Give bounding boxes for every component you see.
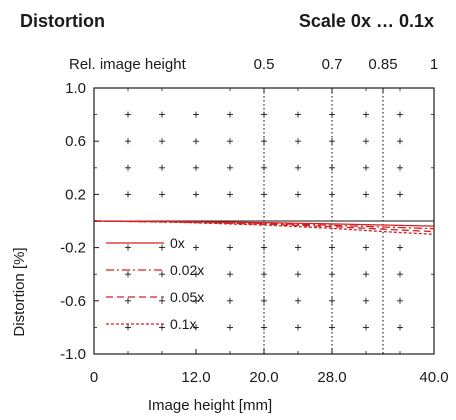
grid-cross [329, 244, 335, 251]
grid-cross [363, 297, 369, 304]
grid-cross [125, 191, 131, 198]
top-tick-label: 1 [430, 56, 438, 73]
legend-label: 0.1x [170, 316, 196, 332]
legend-label: 0x [170, 235, 185, 251]
grid-cross [397, 138, 403, 145]
legend-label: 0.05x [170, 289, 204, 305]
grid-cross [125, 138, 131, 145]
grid-cross [227, 191, 233, 198]
grid-cross [125, 244, 131, 251]
grid-cross [363, 244, 369, 251]
grid-cross [397, 244, 403, 251]
grid-cross [125, 111, 131, 118]
y-tick-label: 0.2 [65, 186, 86, 203]
grid-cross [227, 324, 233, 331]
grid-cross [397, 164, 403, 171]
grid-cross [193, 138, 199, 145]
x-axis-label: Image height [mm] [148, 397, 272, 414]
grid-cross [193, 244, 199, 251]
grid-cross [227, 297, 233, 304]
grid-cross [363, 164, 369, 171]
chart-scale: Scale 0x … 0.1x [299, 11, 434, 31]
y-axis-label: Distortion [%] [11, 247, 28, 336]
grid-cross [227, 271, 233, 278]
grid-cross [363, 111, 369, 118]
grid-cross [159, 324, 165, 331]
grid-cross [363, 271, 369, 278]
y-tick-label: -1.0 [60, 346, 86, 363]
grid-cross [193, 164, 199, 171]
axis-ticks: 0 12.0 20.0 28.0 40.0 1.0 0.6 0.2 -0.2 -0.6 -1.0 0.… [60, 56, 448, 386]
grid-cross [295, 191, 301, 198]
grid-cross [125, 324, 131, 331]
grid-crosses [125, 111, 403, 331]
grid-cross [261, 244, 267, 251]
legend: 0x 0.02x 0.05x 0.1x [106, 235, 204, 332]
top-tick-label: 0.5 [254, 56, 275, 73]
grid-cross [363, 138, 369, 145]
top-tick-label: 0.7 [322, 56, 343, 73]
grid-cross [227, 164, 233, 171]
grid-cross [397, 324, 403, 331]
grid-cross [295, 297, 301, 304]
grid-cross [363, 191, 369, 198]
series-line-0-1x [93, 220, 435, 235]
grid-cross [193, 111, 199, 118]
grid-cross [159, 164, 165, 171]
grid-cross [261, 164, 267, 171]
grid-cross [227, 111, 233, 118]
grid-cross [193, 191, 199, 198]
grid-cross [159, 191, 165, 198]
grid-cross [363, 324, 369, 331]
grid-cross [295, 271, 301, 278]
grid-cross [329, 164, 335, 171]
y-tick-label: 1.0 [65, 80, 86, 97]
x-tick-label: 0 [90, 369, 98, 386]
grid-cross [159, 271, 165, 278]
series-lines [93, 220, 435, 235]
y-tick-label: -0.6 [60, 293, 86, 310]
grid-cross [397, 297, 403, 304]
chart-title: Distortion [20, 11, 105, 31]
grid-cross [397, 191, 403, 198]
grid-cross [159, 138, 165, 145]
grid-cross [295, 244, 301, 251]
grid-cross [295, 111, 301, 118]
grid-cross [295, 138, 301, 145]
grid-cross [397, 111, 403, 118]
grid-cross [193, 297, 199, 304]
top-axis-label: Rel. image height [69, 56, 187, 73]
legend-label: 0.02x [170, 262, 204, 278]
x-tick-label: 12.0 [181, 369, 210, 386]
x-tick-label: 40.0 [419, 369, 448, 386]
grid-cross [159, 297, 165, 304]
x-tick-label: 20.0 [249, 369, 278, 386]
grid-cross [159, 111, 165, 118]
grid-cross [159, 244, 165, 251]
grid-cross [125, 297, 131, 304]
y-tick-label: 0.6 [65, 133, 86, 150]
grid-cross [295, 164, 301, 171]
grid-cross [295, 324, 301, 331]
top-tick-label: 0.85 [368, 56, 397, 73]
grid-cross [193, 271, 199, 278]
grid-cross [125, 164, 131, 171]
grid-cross [227, 138, 233, 145]
grid-cross [125, 271, 131, 278]
x-tick-label: 28.0 [317, 369, 346, 386]
grid-cross [397, 271, 403, 278]
grid-cross [193, 324, 199, 331]
y-tick-label: -0.2 [60, 240, 86, 257]
grid-cross [227, 244, 233, 251]
